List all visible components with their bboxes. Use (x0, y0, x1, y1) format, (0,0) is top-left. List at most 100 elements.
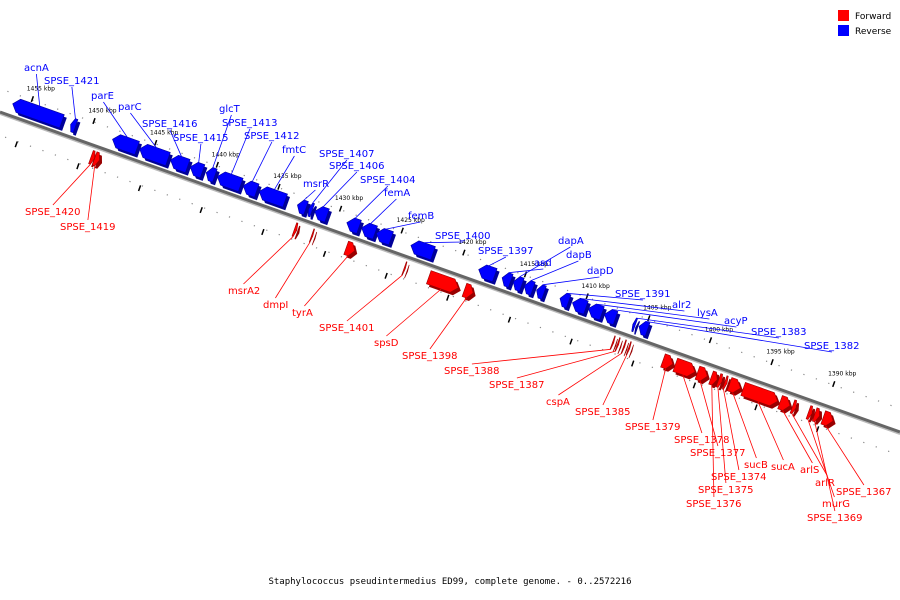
gene-label[interactable]: spsD (374, 338, 399, 349)
gene-arrow-lysa[interactable] (588, 303, 605, 321)
gene-label[interactable]: SPSE_1400 (435, 231, 491, 242)
gene-label[interactable]: SPSE_1377 (690, 448, 746, 459)
gene-label[interactable]: lysA (697, 308, 718, 319)
gene-label[interactable]: acyP (724, 316, 748, 327)
gene-arrow-spse-1385[interactable] (625, 341, 632, 356)
gene-arrow-spse-1420[interactable] (88, 150, 96, 165)
gene-arrow-murg[interactable] (805, 405, 813, 420)
gene-label[interactable]: SPSE_1369 (807, 513, 863, 524)
gene-arrow-parc[interactable] (139, 143, 171, 166)
gene-label[interactable]: murG (822, 499, 850, 510)
gene-label[interactable]: glcT (219, 104, 241, 115)
gene-arrow-spse-1378[interactable] (672, 357, 696, 377)
gene-label[interactable]: SPSE_1404 (360, 175, 416, 186)
gene-arrow-spse-1387[interactable] (614, 337, 621, 352)
gene-label[interactable]: acnA (24, 63, 49, 74)
gene-arrow-spse-1382[interactable] (638, 321, 651, 337)
gene-label[interactable]: SPSE_1412 (244, 131, 300, 142)
gene-arrow-spse-1421[interactable] (70, 118, 79, 134)
gene-arrow-spse-1398[interactable] (461, 282, 474, 299)
gene-label[interactable]: arlS (800, 465, 819, 476)
gene-arrow-fema[interactable] (361, 222, 378, 240)
gene-label[interactable]: sucA (771, 462, 795, 473)
gene-arrow-spse-1406[interactable] (314, 206, 330, 223)
gene-arrow-spse-1369[interactable] (811, 407, 820, 423)
gene-label[interactable]: SPSE_1382 (804, 341, 860, 352)
gene-arrow-spse-1412[interactable] (242, 180, 260, 198)
gene-arrow-dapb[interactable] (523, 280, 536, 296)
gene-label[interactable]: SPSE_1415 (173, 133, 229, 144)
gene-label[interactable]: SPSE_1383 (751, 327, 807, 338)
gene-arrow-arlr[interactable] (789, 399, 797, 415)
gene-label[interactable]: fmtC (282, 145, 306, 156)
gene-label[interactable]: sucB (744, 460, 768, 471)
gene-label[interactable]: SPSE_1413 (222, 118, 278, 129)
gene-label[interactable]: SPSE_1420 (25, 207, 81, 218)
gene-arrow-spse-1407[interactable] (307, 202, 315, 218)
gene-arrow-glct[interactable] (205, 167, 218, 183)
gene-label[interactable]: SPSE_1398 (402, 351, 458, 362)
gene-arrow-cspa[interactable] (620, 339, 627, 354)
gene-arrow-spse-1376[interactable] (708, 370, 718, 386)
gene-label[interactable]: SPSE_1367 (836, 487, 892, 498)
gene-label[interactable]: tyrA (292, 308, 313, 319)
gene-label[interactable]: dapA (558, 236, 584, 247)
gene-arrow-sucb[interactable] (726, 377, 741, 394)
gene-arrow-pare[interactable] (112, 134, 140, 155)
gene-label[interactable]: SPSE_1385 (575, 407, 631, 418)
gene-label[interactable]: dmpI (263, 300, 288, 311)
gene-arrow-msra2[interactable] (291, 222, 299, 237)
gene-arrow-spse-1388[interactable] (609, 335, 616, 350)
gene-arrow-asd[interactable] (501, 272, 514, 288)
gene-label[interactable]: SPSE_1421 (44, 76, 100, 87)
gene-arrow-fmtc[interactable] (258, 186, 288, 208)
gene-arrow-femb[interactable] (375, 228, 394, 246)
gene-label[interactable]: SPSE_1387 (489, 380, 545, 391)
gene-arrow-spse-1404[interactable] (346, 217, 362, 234)
gene-arrow-spse-1400[interactable] (410, 240, 436, 261)
gene-arrow-spse-1413[interactable] (216, 171, 244, 192)
gene-label[interactable]: parE (91, 91, 114, 102)
gene-label[interactable]: SPSE_1378 (674, 435, 730, 446)
gene-label[interactable]: SPSE_1374 (711, 472, 767, 483)
gene-label[interactable]: SPSE_1407 (319, 149, 375, 160)
gene-label[interactable]: SPSE_1375 (698, 485, 754, 496)
gene-arrow-dmpi[interactable] (308, 228, 315, 243)
gene-arrow-msrr[interactable] (297, 199, 309, 216)
gene-label[interactable]: parC (118, 102, 142, 113)
gene-arrow-dapa[interactable] (512, 276, 525, 292)
gene-arrow-spse-1377[interactable] (694, 365, 708, 382)
gene-label[interactable]: dapB (566, 250, 592, 261)
gene-label[interactable]: SPSE_1379 (625, 422, 681, 433)
gene-label[interactable]: msrR (303, 179, 329, 190)
gene-arrow-arls[interactable] (777, 395, 791, 411)
gene-arrow-dapd[interactable] (536, 284, 547, 300)
gene-arrow-spse-1367[interactable] (820, 410, 834, 427)
gene-label[interactable]: SPSE_1388 (444, 366, 500, 377)
gene-label[interactable]: SPSE_1416 (142, 119, 198, 130)
gene-arrow-spse-1379[interactable] (660, 353, 674, 370)
gene-label[interactable]: SPSE_1406 (329, 161, 385, 172)
gene-arrow-spse-1415[interactable] (189, 161, 206, 179)
gene-label[interactable]: SPSE_1401 (319, 323, 375, 334)
gene-arrow-spse-1401[interactable] (401, 261, 408, 276)
gene-arrow-acna[interactable] (12, 98, 65, 129)
gene-arrow-spse-1375[interactable] (715, 373, 723, 388)
gene-arrow-suca[interactable] (740, 382, 778, 407)
gene-label[interactable]: SPSE_1376 (686, 499, 742, 510)
gene-label[interactable]: arlR (815, 478, 835, 489)
gene-arrow-spsd[interactable] (426, 270, 459, 293)
gene-label[interactable]: femA (384, 188, 410, 199)
gene-label[interactable]: SPSE_1397 (478, 246, 534, 257)
gene-arrow-spse-1416[interactable] (170, 154, 191, 173)
gene-arrow-tyra[interactable] (343, 240, 356, 257)
gene-arrow-spse-1397[interactable] (478, 264, 498, 283)
gene-arrow-acyp[interactable] (604, 309, 619, 326)
gene-arrow-spse-1383[interactable] (631, 317, 638, 333)
gene-label[interactable]: dapD (587, 266, 614, 277)
gene-arrow-spse-1419[interactable] (91, 151, 100, 167)
gene-label[interactable]: alr2 (672, 300, 691, 311)
gene-label[interactable]: SPSE_1419 (60, 222, 116, 233)
gene-label[interactable]: SPSE_1391 (615, 289, 671, 300)
gene-label[interactable]: msrA2 (228, 286, 260, 297)
